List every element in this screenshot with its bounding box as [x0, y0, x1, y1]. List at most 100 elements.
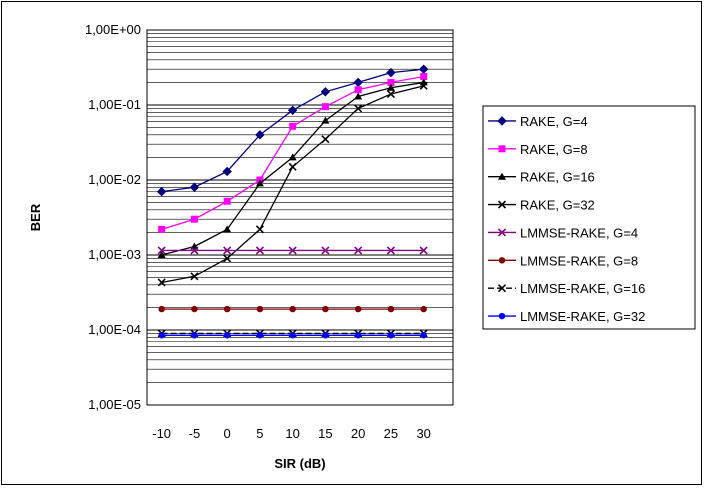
data-point [256, 332, 264, 339]
legend-entry: LMMSE-RAKE, G=4 [488, 225, 638, 240]
data-point [158, 332, 165, 339]
legend-label: LMMSE-RAKE, G=16 [520, 281, 645, 296]
legend-label: RAKE, G=16 [520, 170, 595, 185]
data-point [255, 179, 264, 187]
data-point [223, 246, 232, 255]
data-point [223, 305, 231, 313]
plot-area [146, 29, 454, 406]
data-point [322, 332, 329, 339]
data-point [289, 305, 296, 313]
data-point [190, 246, 199, 255]
legend-entry: RAKE, G=32 [488, 198, 595, 213]
data-point [497, 228, 507, 237]
data-point [189, 182, 200, 192]
series-2 [158, 72, 428, 233]
data-point [191, 305, 198, 313]
data-point [354, 305, 362, 313]
data-point [288, 162, 297, 171]
data-point [387, 78, 395, 86]
data-point [255, 225, 264, 234]
data-point [498, 145, 506, 153]
data-point [157, 251, 166, 258]
data-point [418, 64, 429, 74]
data-point [222, 166, 232, 177]
x-tick-label: 30 [416, 426, 430, 441]
legend-label: RAKE, G=32 [520, 198, 595, 213]
data-point [191, 332, 198, 339]
data-point [289, 332, 296, 339]
legend-label: LMMSE-RAKE, G=32 [520, 309, 645, 324]
data-point [320, 87, 331, 97]
data-point [354, 92, 363, 100]
data-point [255, 130, 265, 140]
data-point [321, 246, 330, 255]
data-point [387, 332, 395, 339]
series-6 [158, 305, 427, 313]
data-point [497, 200, 507, 209]
data-point [288, 246, 297, 255]
legend: RAKE, G=4 RAKE, G=8 RAKE, G=16 RAKE, G=32 LM… [482, 105, 696, 330]
series-line [161, 75, 424, 230]
data-point [420, 332, 427, 339]
data-point [157, 246, 166, 255]
series-1 [156, 64, 429, 197]
x-tick-label: 25 [384, 426, 398, 441]
data-point [223, 254, 232, 263]
data-point [353, 77, 363, 88]
x-tick-labels: -10 -5 0 5 10 15 20 25 30 [152, 426, 431, 441]
legend-entry: RAKE, G=16 [488, 170, 595, 185]
data-point [354, 86, 362, 94]
legend-entry: LMMSE-RAKE, G=16 [488, 281, 645, 296]
y-tick-label: 1,00E-04 [88, 322, 141, 337]
data-point [419, 246, 428, 255]
data-point [420, 72, 428, 80]
data-point [497, 116, 507, 126]
y-tick-label: 1,00E+00 [85, 22, 141, 37]
x-tick-label: 5 [256, 426, 263, 441]
data-point [498, 257, 506, 264]
series-5 [157, 246, 428, 255]
series-group [156, 64, 429, 339]
x-tick-label: 15 [318, 426, 332, 441]
data-point [223, 332, 231, 339]
data-point [386, 67, 396, 78]
data-point [419, 81, 428, 90]
data-point [288, 153, 297, 161]
data-point [223, 225, 232, 233]
legend-entry: LMMSE-RAKE, G=32 [488, 309, 645, 324]
data-point [354, 332, 362, 339]
legend-label: LMMSE-RAKE, G=4 [520, 225, 638, 240]
data-point [190, 215, 198, 223]
legend-entry: LMMSE-RAKE, G=8 [488, 253, 638, 268]
legend-label: LMMSE-RAKE, G=8 [520, 253, 638, 268]
data-point [321, 135, 330, 144]
data-point [223, 197, 231, 205]
series-8 [158, 332, 427, 339]
x-tick-label: -10 [152, 426, 171, 441]
series-4 [157, 81, 428, 287]
data-point [321, 103, 329, 111]
data-point [386, 83, 395, 91]
y-axis-title: BER [28, 203, 43, 231]
data-point [354, 246, 363, 255]
x-axis-title: SIR (dB) [274, 456, 325, 471]
data-point [386, 89, 395, 99]
legend-label: RAKE, G=4 [520, 114, 588, 129]
data-point [156, 186, 167, 197]
data-point [256, 305, 264, 313]
data-point [190, 272, 199, 281]
data-point [322, 305, 329, 313]
legend-entry: RAKE, G=8 [488, 142, 588, 157]
y-tick-label: 1,00E-03 [88, 247, 141, 262]
data-point [287, 105, 298, 116]
y-tick-label: 1,00E-02 [88, 172, 141, 187]
x-tick-label: 20 [351, 426, 365, 441]
legend-box [482, 105, 696, 330]
x-tick-label: 0 [224, 426, 231, 441]
y-tick-labels: 1,00E-05 1,00E-04 1,00E-03 1,00E-02 1,00E-01… [85, 22, 141, 412]
series-line [161, 68, 424, 193]
data-point [321, 116, 330, 124]
x-tick-label: -5 [189, 426, 201, 441]
data-point [386, 246, 395, 255]
